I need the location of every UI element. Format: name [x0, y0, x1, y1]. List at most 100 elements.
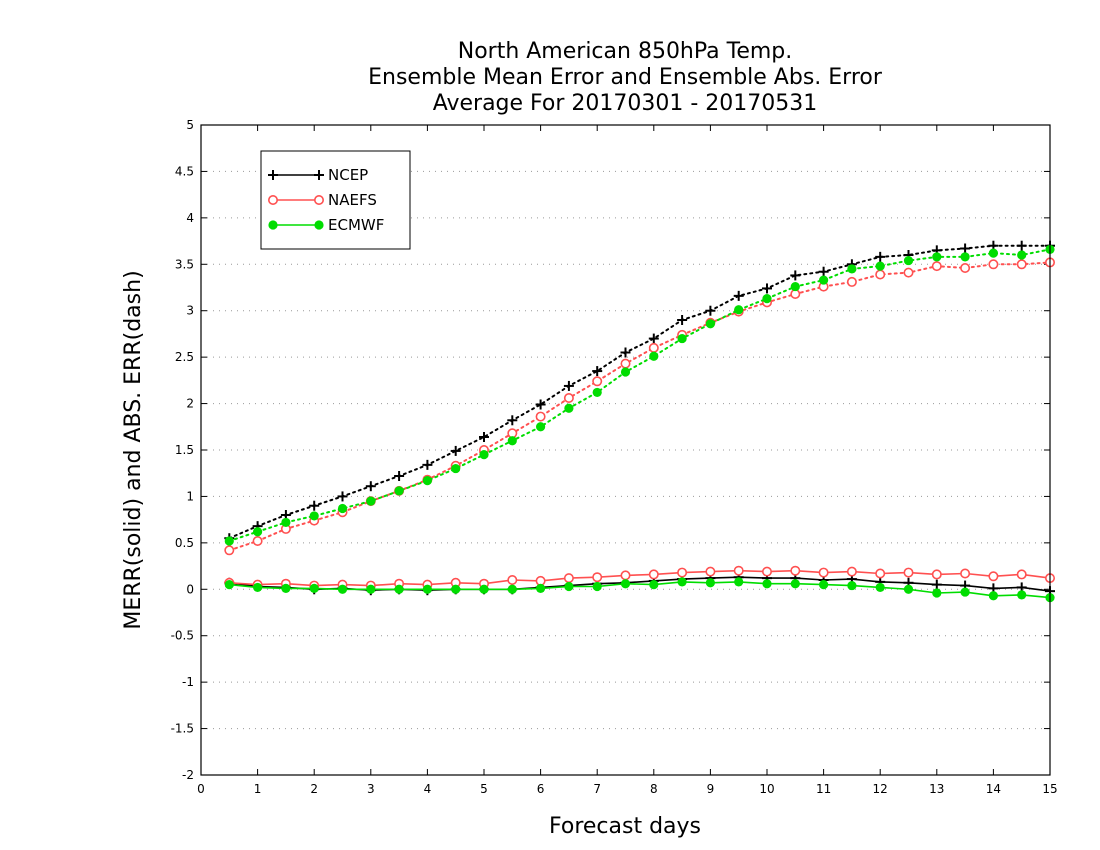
y-tick-label: -2 [182, 768, 194, 782]
ecmwf-abs-err-point [422, 476, 432, 486]
plot-frame [200, 124, 1051, 776]
ecmwf-abs-err-point [734, 305, 744, 315]
y-axis-label: MERR(solid) and ABS. ERR(dash) [121, 270, 146, 629]
ecmwf-abs-err-point [224, 536, 234, 546]
ecmwf-merr-point [564, 581, 574, 592]
ecmwf-abs-err-point [337, 503, 348, 514]
naefs-merr-point [875, 568, 886, 579]
ncep-abs-err-point [479, 432, 489, 442]
x-tick-label: 9 [707, 782, 715, 796]
naefs-merr-point [563, 573, 574, 584]
ecmwf-abs-err-point [875, 261, 885, 271]
ecmwf-merr-point [875, 582, 885, 593]
naefs-abs-err-point [903, 267, 914, 278]
ecmwf-merr-point [253, 582, 263, 593]
naefs-abs-err-point [620, 358, 631, 369]
chart-title-line-2: Ensemble Mean Error and Ensemble Abs. Er… [368, 65, 883, 90]
ncep-abs-err-point [365, 481, 376, 492]
y-tick-label: 1 [186, 489, 194, 503]
naefs-merr-point [620, 570, 631, 581]
y-tick-label: -1.5 [171, 722, 194, 736]
x-tick-label: 3 [367, 782, 375, 796]
ncep-abs-err-point [733, 290, 744, 301]
ncep-abs-err-point [790, 270, 801, 281]
ncep-abs-err-point [309, 500, 320, 511]
naefs-abs-err-point [988, 259, 999, 270]
y-tick-label: -0.5 [171, 629, 194, 643]
chart-title: North American 850hPa Temp.Ensemble Mean… [368, 39, 883, 116]
y-tick-label: 4.5 [175, 164, 194, 178]
y-tick-label: 2 [186, 397, 194, 411]
legend-marker-ncep [314, 170, 324, 180]
legend-marker-naefs [313, 195, 324, 206]
naefs-abs-err-point [224, 545, 235, 556]
ncep-abs-err-point [563, 380, 574, 391]
grid-lines [201, 170, 1050, 730]
ncep-merr-point [931, 579, 942, 590]
ecmwf-merr-point [734, 577, 744, 587]
legend: NCEP NAEFS ECMWF [260, 150, 411, 250]
ecmwf-abs-err-point [253, 527, 263, 537]
x-axis-label: Forecast days [549, 814, 701, 839]
x-tick-label: 5 [480, 782, 488, 796]
ecmwf-abs-err-point [309, 511, 319, 521]
ecmwf-abs-err-point [479, 450, 489, 460]
ecmwf-merr-point [281, 583, 291, 593]
y-tick-label: 3.5 [175, 257, 194, 271]
x-tick-label: 2 [310, 782, 318, 796]
ecmwf-abs-err-point [564, 403, 574, 413]
ecmwf-merr-point [790, 579, 800, 589]
ecmwf-abs-err-point [536, 422, 546, 432]
chart-title-line-3: Average For 20170301 - 20170531 [433, 91, 818, 116]
y-tick-label: 4 [186, 211, 194, 225]
x-tick-label: 0 [197, 782, 205, 796]
ecmwf-abs-err-point [790, 281, 800, 292]
ecmwf-abs-err-point [988, 248, 999, 258]
ecmwf-abs-err-point [394, 486, 404, 496]
ecmwf-abs-err-point [507, 436, 517, 446]
ncep-abs-err-point [337, 491, 348, 502]
ecmwf-abs-err-point [649, 351, 659, 361]
ncep-abs-err-point [875, 251, 886, 262]
naefs-abs-err-point [960, 262, 971, 273]
ncep-abs-err-point [818, 266, 829, 277]
ecmwf-merr-point [932, 588, 942, 598]
ecmwf-merr-point [451, 584, 461, 594]
ecmwf-merr-point [819, 580, 829, 590]
naefs-merr-point [988, 571, 999, 582]
ecmwf-abs-err-point [705, 319, 716, 329]
naefs-abs-err-point [931, 261, 942, 272]
ecmwf-merr-point [677, 577, 687, 587]
ecmwf-abs-err-point [366, 496, 376, 506]
ecmwf-merr-point [536, 583, 546, 593]
legend-label-ecmwf: ECMWF [328, 216, 384, 234]
x-tick-label: 8 [650, 782, 658, 796]
ncep-abs-err-point [705, 305, 716, 316]
naefs-merr-point [648, 569, 659, 580]
ncep-abs-err-point [592, 366, 603, 377]
naefs-merr-point [790, 565, 801, 576]
naefs-abs-err-point [252, 535, 263, 546]
legend-marker-ncep [268, 170, 278, 180]
ncep-abs-err-point [960, 243, 971, 254]
ecmwf-abs-err-point [1017, 250, 1027, 260]
legend-label-ncep: NCEP [328, 166, 368, 184]
ecmwf-abs-err-point [762, 294, 772, 304]
naefs-merr-point [761, 566, 772, 577]
ecmwf-merr-point [309, 583, 319, 593]
x-tick-label: 4 [424, 782, 432, 796]
ncep-abs-err-point [620, 347, 631, 358]
ecmwf-abs-err-line [228, 248, 1051, 542]
naefs-merr-point [592, 572, 603, 583]
ecmwf-abs-err-point [903, 255, 914, 266]
x-tick-label: 12 [873, 782, 888, 796]
ecmwf-abs-err-point [677, 333, 687, 344]
ecmwf-merr-point [337, 584, 348, 594]
legend-marker-ecmwf [268, 220, 278, 230]
ncep-abs-err-point [535, 399, 546, 410]
naefs-abs-err-point [846, 276, 857, 287]
naefs-abs-err-point [592, 376, 603, 387]
ecmwf-merr-point [988, 591, 999, 601]
ecmwf-abs-err-point [620, 367, 631, 377]
naefs-merr-point [903, 567, 914, 578]
